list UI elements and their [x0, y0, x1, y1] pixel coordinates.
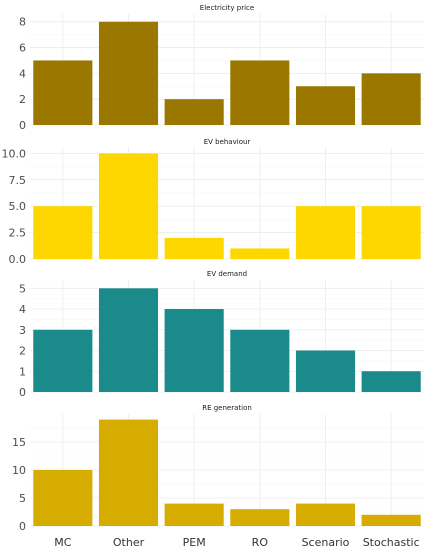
x-tick-label: Stochastic: [363, 536, 420, 549]
x-tick-label: PEM: [183, 536, 206, 549]
y-tick-label: 0: [19, 119, 26, 132]
bar-ro: [230, 329, 290, 392]
y-tick-label: 6: [19, 42, 26, 55]
y-tick-label: 2: [19, 345, 26, 358]
bar-stochastic: [361, 206, 421, 259]
bar-pem: [164, 503, 224, 526]
panel-0: 0 2 4 6 8 Electricity price: [19, 4, 424, 132]
panel-3: 0 5 10 15 RE generation: [12, 404, 424, 533]
bar-ro: [230, 509, 290, 526]
y-tick-label: 0.0: [9, 253, 27, 266]
bar-mc: [33, 470, 93, 526]
x-tick-label: Other: [113, 536, 145, 549]
y-tick-label: 2.5: [9, 227, 27, 240]
bar-scenario: [295, 86, 356, 125]
y-tick-label: 7.5: [9, 174, 27, 187]
y-tick-label: 3: [19, 324, 26, 337]
bar-ro: [230, 60, 290, 125]
bar-scenario: [295, 350, 356, 392]
bar-scenario: [295, 206, 356, 259]
y-tick-label: 2: [19, 93, 26, 106]
x-tick-label: Scenario: [302, 536, 350, 549]
bar-mc: [33, 206, 93, 259]
panel-1: 0.0 2.5 5.0 7.5 10.0 EV behaviour: [2, 138, 424, 266]
bar-mc: [33, 329, 93, 392]
bar-scenario: [295, 503, 356, 526]
panel-title: EV behaviour: [204, 138, 251, 146]
x-tick-label: RO: [252, 536, 269, 549]
y-tick-label: 1: [19, 365, 26, 378]
bar-stochastic: [361, 371, 421, 392]
bar-pem: [164, 99, 224, 125]
y-tick-label: 5: [19, 492, 26, 505]
y-tick-label: 0: [19, 520, 26, 533]
x-tick-label: MC: [54, 536, 71, 549]
bar-ro: [230, 248, 290, 259]
bar-pem: [164, 309, 224, 392]
y-tick-label: 10.0: [2, 147, 27, 160]
y-tick-label: 4: [19, 67, 26, 80]
y-tick-label: 8: [19, 16, 26, 29]
panel-title: EV demand: [207, 270, 247, 278]
bar-mc: [33, 60, 93, 125]
bar-other: [98, 419, 159, 526]
panel-title: RE generation: [202, 404, 252, 412]
bar-stochastic: [361, 73, 421, 125]
y-tick-label: 5.0: [9, 200, 27, 213]
y-tick-label: 5: [19, 282, 26, 295]
bar-other: [98, 288, 159, 392]
y-tick-label: 10: [12, 464, 26, 477]
y-tick-label: 4: [19, 303, 26, 316]
y-tick-label: 0: [19, 386, 26, 399]
bar-other: [98, 21, 159, 125]
y-tick-label: 15: [12, 436, 26, 449]
bar-other: [98, 153, 159, 259]
bar-stochastic: [361, 514, 421, 526]
bar-pem: [164, 237, 224, 259]
panel-2: 0 1 2 3 4 5 EV demand: [19, 270, 424, 399]
panel-title: Electricity price: [200, 4, 254, 12]
